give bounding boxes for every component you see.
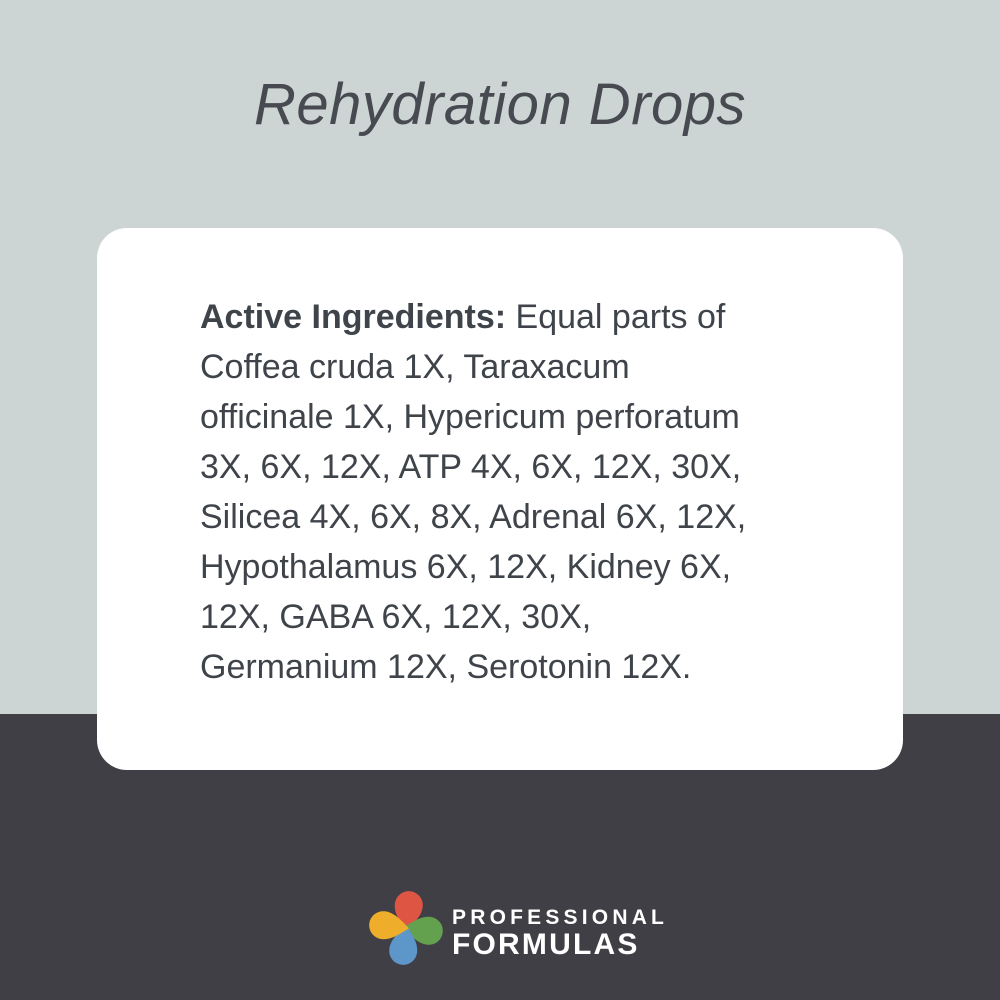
ingredients-line: officinale 1X, Hypericum perforatum <box>200 398 740 436</box>
brand-name-line2: FORMULAS <box>452 928 640 961</box>
ingredients-line: Active Ingredients: Equal parts of <box>200 292 813 342</box>
product-title: Rehydration Drops <box>253 72 747 137</box>
petal-green <box>403 916 443 945</box>
petal-yellow <box>369 911 409 940</box>
ingredients-text: Active Ingredients: Equal parts of Coffe… <box>200 292 813 692</box>
ingredients-line: 12X, GABA 6X, 12X, 30X, <box>200 598 592 636</box>
petal-blue <box>389 925 418 965</box>
brand-logo: PROFESSIONAL FORMULAS <box>366 888 668 968</box>
ingredients-line: Coffea cruda 1X, Taraxacum <box>200 348 630 386</box>
four-petal-drops-icon <box>369 891 443 965</box>
brand-name-line1: PROFESSIONAL <box>452 906 669 929</box>
petal-red <box>394 891 423 931</box>
active-ingredients-label: Active Ingredients: <box>200 298 507 336</box>
ingredients-card: Active Ingredients: Equal parts of Coffe… <box>97 228 903 770</box>
brand-logo-text: PROFESSIONAL FORMULAS <box>452 896 668 960</box>
ingredients-line: Germanium 12X, Serotonin 12X. <box>200 648 692 686</box>
ingredients-line: Silicea 4X, 6X, 8X, Adrenal 6X, 12X, <box>200 498 747 536</box>
ingredients-line: Hypothalamus 6X, 12X, Kidney 6X, <box>200 548 732 586</box>
ingredients-line: 3X, 6X, 12X, ATP 4X, 6X, 12X, 30X, <box>200 448 742 486</box>
ingredients-line-text: Equal parts of <box>515 298 726 336</box>
